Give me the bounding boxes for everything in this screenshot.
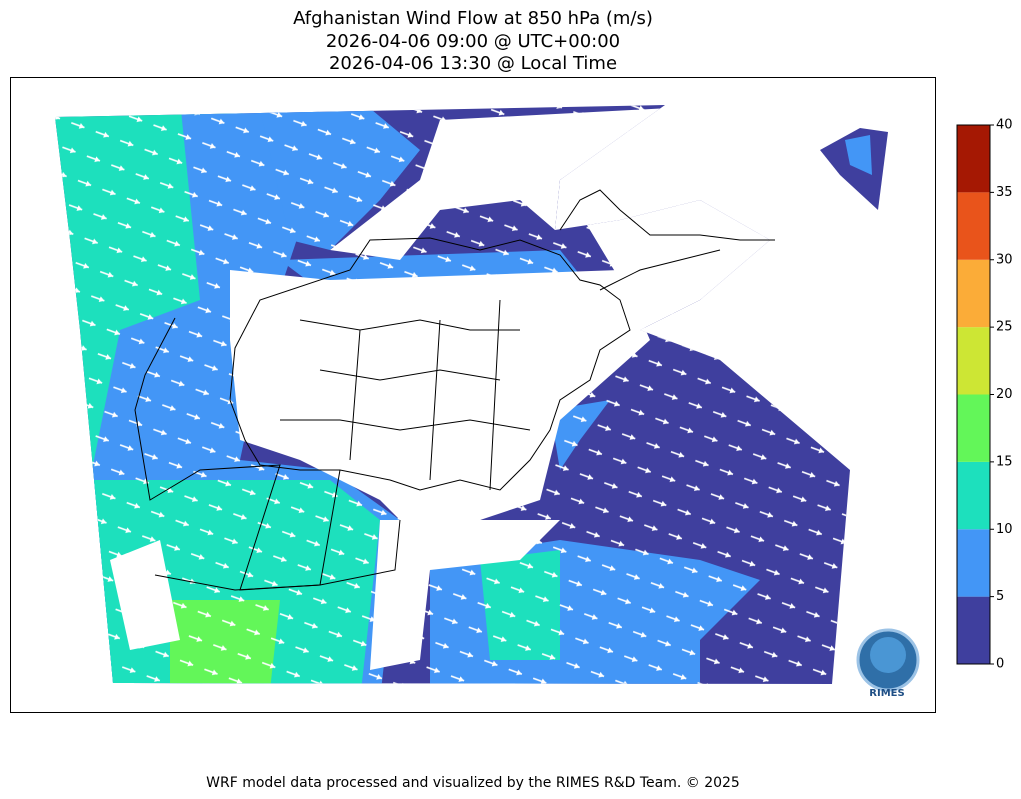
boundaries bbox=[134, 189, 775, 591]
colorbar-band bbox=[957, 596, 990, 664]
title: Afghanistan Wind Flow at 850 hPa (m/s) 2… bbox=[293, 8, 653, 74]
colorbar-band bbox=[957, 125, 990, 193]
colorbar-band bbox=[957, 259, 990, 328]
colorbar-band bbox=[957, 327, 990, 395]
colorbar-tick-label: 30 bbox=[996, 252, 1013, 267]
colorbar-band bbox=[957, 461, 990, 530]
colorbar-tick-label: 15 bbox=[996, 454, 1013, 469]
wind-field bbox=[55, 105, 850, 684]
colorbar-band bbox=[957, 192, 990, 260]
logo: RIMES bbox=[856, 628, 920, 699]
footer: WRF model data processed and visualized … bbox=[206, 775, 740, 791]
title-line: 2026-04-06 13:30 @ Local Time bbox=[329, 53, 617, 74]
colorbar-tick-label: 5 bbox=[996, 589, 1004, 604]
wind-patch bbox=[820, 128, 888, 210]
title-line: 2026-04-06 09:00 @ UTC+00:00 bbox=[326, 31, 620, 52]
colorbar-band bbox=[957, 529, 990, 597]
wind-patch bbox=[845, 135, 872, 175]
colorbar-tick-label: 35 bbox=[996, 185, 1013, 200]
logo-label: RIMES bbox=[869, 688, 904, 699]
colorbar: 0 5 10 15 20 25 30 35 40 bbox=[956, 118, 1013, 672]
colorbar-tick-label: 10 bbox=[996, 522, 1013, 537]
colorbar-tick-label: 0 bbox=[996, 657, 1004, 672]
colorbar-tick-label: 20 bbox=[996, 387, 1013, 402]
colorbar-tick-label: 40 bbox=[996, 118, 1013, 133]
colorbar-tick-label: 25 bbox=[996, 320, 1013, 335]
title-line: Afghanistan Wind Flow at 850 hPa (m/s) bbox=[293, 8, 653, 29]
colorbar-band bbox=[957, 394, 990, 462]
